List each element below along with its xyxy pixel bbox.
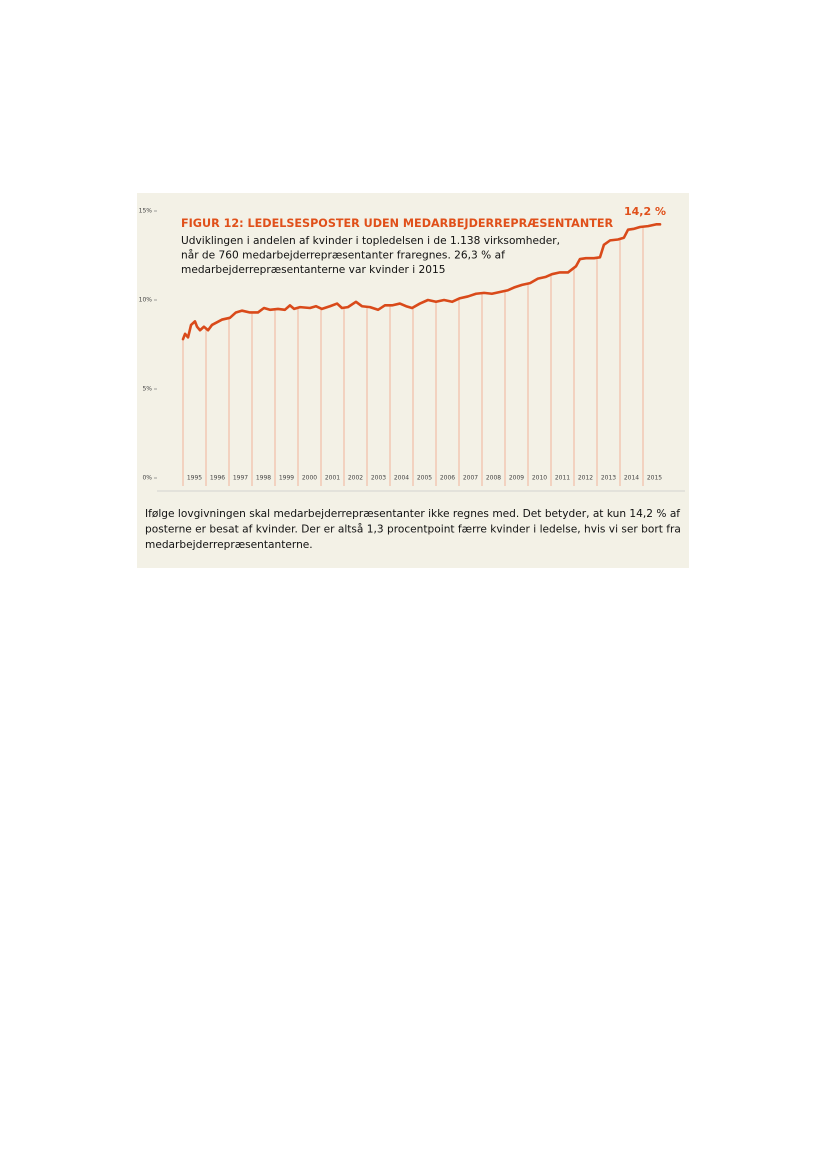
annotation: 14,2 % [624,205,666,218]
subtitle-line: medarbejderrepræsentanterne var kvinder … [181,264,445,276]
x-tick-label: 1998 [256,475,271,482]
subtitle-line: Udviklingen i andelen af kvinder i tople… [181,235,560,247]
x-tick-label: 2004 [394,475,409,482]
y-tick-label: 15% [139,208,153,215]
y-tick-label: 5% [142,386,152,393]
x-tick-label: 2014 [624,475,639,482]
x-tick-label: 2005 [417,475,432,482]
x-tick-label: 2015 [647,475,662,482]
y-tick-label: 0% [142,475,152,482]
x-tick-label: 2002 [348,475,363,482]
y-tick-label: 10% [139,297,153,304]
chart-title: FIGUR 12: LEDELSESPOSTER UDEN MEDARBEJDE… [181,217,613,230]
x-tick-label: 1996 [210,475,225,482]
x-tick-label: 2012 [578,475,593,482]
x-tick-label: 2001 [325,475,340,482]
subtitle-line: når de 760 medarbejderrepræsentanter fra… [181,249,505,262]
x-tick-label: 2003 [371,475,386,482]
x-tick-label: 2009 [509,475,524,482]
caption-line: Ifølge lovgivningen skal medarbejderrepr… [145,508,680,520]
x-tick-label: 2008 [486,475,501,482]
x-tick-label: 2000 [302,475,317,482]
x-tick-label: 1995 [187,475,202,482]
x-tick-label: 2006 [440,475,455,482]
x-tick-label: 2007 [463,475,478,482]
x-tick-label: 2011 [555,475,570,482]
x-tick-label: 2010 [532,475,547,482]
x-tick-label: 2013 [601,475,616,482]
caption-line: posterne er besat af kvinder. Der er alt… [145,523,681,536]
x-tick-label: 1997 [233,475,248,482]
data-line [181,223,662,341]
caption-line: medarbejderrepræsentanterne. [145,539,313,551]
x-tick-label: 1999 [279,475,294,482]
